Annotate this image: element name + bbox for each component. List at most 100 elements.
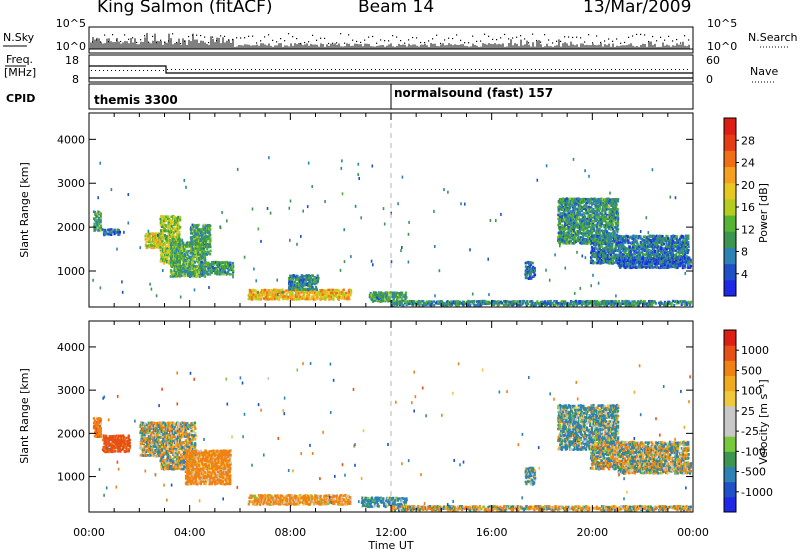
nsearch-dot (368, 36, 370, 38)
nave-label: Nave (750, 65, 778, 78)
heatmap-cell (616, 262, 619, 265)
heatmap-cell (612, 254, 615, 257)
heatmap-cell (181, 256, 184, 260)
nsearch-dot (440, 42, 442, 45)
heatmap-cell (224, 261, 227, 264)
heatmap-cell (197, 237, 200, 241)
heatmap-cell (626, 300, 629, 303)
heatmap-cell (675, 299, 678, 303)
heatmap-cell (406, 300, 409, 303)
heatmap-cell (395, 300, 398, 303)
heatmap-cell (604, 228, 607, 231)
heatmap-cell (606, 302, 609, 306)
heatmap-cell (649, 303, 652, 307)
heatmap-cell (168, 262, 171, 265)
heatmap-cell (453, 301, 456, 305)
heatmap-cell (315, 293, 319, 297)
heatmap-cell (592, 302, 595, 305)
heatmap-cell (610, 235, 613, 239)
heatmap-cell (388, 297, 391, 301)
heatmap-cell (117, 228, 121, 232)
freq-dot (135, 70, 136, 71)
heatmap-cell (576, 230, 579, 233)
heatmap-cell (330, 297, 333, 301)
freq-dot (531, 69, 532, 70)
heatmap-cell (210, 271, 214, 274)
heatmap-cell (666, 235, 669, 238)
heatmap-cell (154, 244, 157, 248)
heatmap-cell (273, 293, 276, 297)
heatmap-cell (603, 299, 606, 303)
heatmap-cell (418, 300, 421, 304)
heatmap-cell (255, 290, 258, 294)
heatmap-cell (307, 295, 310, 299)
heatmap-cell (291, 274, 294, 278)
heatmap-cell (179, 217, 182, 221)
heatmap-cell (668, 300, 671, 304)
heatmap-cell (646, 247, 649, 251)
heatmap-cell (188, 259, 191, 262)
heatmap-cell (178, 261, 181, 264)
heatmap-cell (167, 245, 171, 249)
heatmap-cell (625, 239, 629, 242)
heatmap-cell (608, 200, 611, 203)
nsearch-dot (92, 41, 94, 43)
heatmap-cell (663, 300, 667, 304)
heatmap-cell (587, 233, 590, 236)
heatmap-cell (547, 300, 550, 303)
heatmap-cell (670, 247, 673, 251)
heatmap-cell (175, 237, 178, 240)
nsearch-dot (660, 36, 662, 38)
heatmap-cell (591, 202, 594, 205)
heatmap-cell (404, 300, 407, 303)
heatmap-cell (688, 303, 692, 307)
heatmap-cell (193, 239, 196, 242)
heatmap-cell (160, 215, 163, 218)
freq-dot (227, 69, 228, 70)
heatmap-cell (559, 225, 562, 229)
heatmap-cell (114, 228, 117, 232)
heatmap-cell (561, 225, 564, 229)
heatmap-cell (118, 230, 121, 234)
heatmap-cell (594, 253, 597, 256)
heatmap-cell (616, 208, 619, 211)
heatmap-cell (298, 298, 301, 301)
heatmap-cell (268, 291, 272, 294)
heatmap-cell (177, 266, 180, 270)
heatmap-cell (254, 293, 257, 297)
heatmap-cell (639, 237, 642, 240)
heatmap-cell (186, 271, 189, 274)
heatmap-cell (596, 253, 599, 256)
heatmap-cell (529, 300, 532, 303)
freq-dot (467, 69, 468, 70)
heatmap-cell (592, 303, 595, 307)
heatmap-cell (629, 302, 632, 305)
heatmap-cell (558, 225, 561, 229)
heatmap-cell (475, 303, 479, 307)
heatmap-cell (680, 300, 683, 303)
nsearch-dot (380, 39, 382, 41)
freq-dot (427, 69, 428, 70)
freq-strip-frame (88, 54, 694, 83)
freq-dot (279, 69, 280, 70)
heatmap-cell (316, 280, 319, 283)
freq-dot (303, 69, 304, 70)
heatmap-cell (508, 303, 511, 306)
heatmap-cell (646, 243, 649, 247)
heatmap-cell (209, 237, 212, 240)
heatmap-cell (571, 199, 574, 202)
heatmap-cell (405, 296, 408, 299)
heatmap-cell (94, 216, 97, 220)
heatmap-cell (288, 281, 292, 285)
heatmap-cell (278, 298, 281, 301)
heatmap-cell (459, 300, 462, 304)
freq-dot (631, 69, 632, 70)
heatmap-cell (606, 304, 609, 307)
heatmap-cell (218, 266, 221, 270)
heatmap-cell (604, 215, 607, 219)
heatmap-cell (446, 304, 449, 307)
heatmap-cell (392, 297, 395, 300)
freq-dot (559, 69, 560, 70)
freq-dot (263, 69, 264, 70)
heatmap-cell (570, 210, 573, 213)
